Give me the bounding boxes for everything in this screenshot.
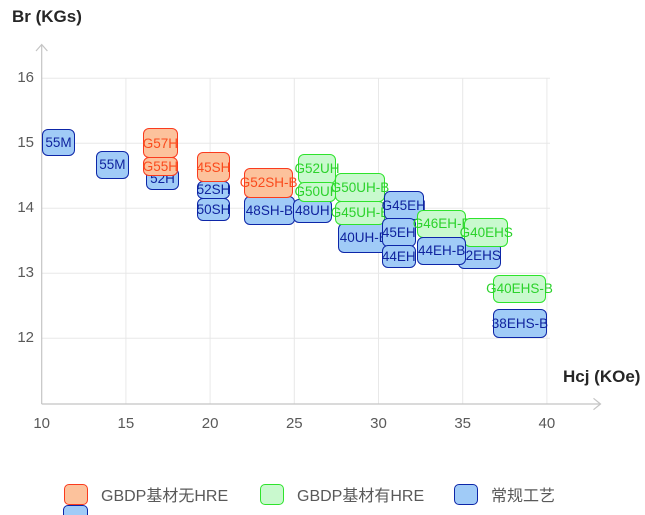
x-tick-label: 15 <box>117 415 135 432</box>
legend-item-blue[interactable]: 常规工艺 <box>454 482 555 506</box>
grade-box-50sh[interactable]: 50SH <box>197 197 230 222</box>
grade-box-44eh-b[interactable]: 44EH-B <box>417 236 467 265</box>
legend-swatch-partial[interactable] <box>63 505 88 515</box>
grade-box-g45uh-b[interactable]: G45UH-B <box>331 201 389 225</box>
grade-box-g45eh[interactable]: G45EH <box>382 190 426 220</box>
grade-box-g52uh[interactable]: G52UH <box>295 153 340 185</box>
legend-item-green[interactable]: GBDP基材有HRE <box>260 482 424 506</box>
x-axis-arrow-icon <box>593 397 602 411</box>
grade-box-55m[interactable]: 55M <box>95 151 130 180</box>
grade-box-g50uh-b[interactable]: G50UH-B <box>331 173 389 203</box>
x-tick-label: 40 <box>538 415 556 432</box>
grade-box-g52sh-b[interactable]: G52SH-B <box>240 168 298 198</box>
x-axis-title: Hcj (KOe) <box>563 367 641 386</box>
grade-box-48sh-b[interactable]: 48SH-B <box>243 195 296 226</box>
x-tick-label: 25 <box>285 415 303 432</box>
grade-box-g57h[interactable]: G57H <box>142 128 179 159</box>
grade-box-40uh-b[interactable]: 40UH-B <box>338 222 390 254</box>
y-tick-label: 13 <box>17 264 34 282</box>
grade-box-45eh[interactable]: 45EH <box>382 218 416 247</box>
grade-box-45sh[interactable]: 45SH <box>197 152 230 183</box>
grade-box-g40ehs-b[interactable]: G40EHS-B <box>486 275 553 304</box>
x-tick-label: 35 <box>454 415 472 432</box>
x-tick-label: 30 <box>370 415 387 432</box>
y-tick-label: 14 <box>17 199 34 217</box>
legend-label: GBDP基材有HRE <box>297 488 425 505</box>
x-tick-label: 10 <box>33 415 51 432</box>
y-axis-arrow-icon <box>35 43 48 52</box>
grade-box-44eh[interactable]: 44EH <box>382 244 416 269</box>
y-tick-label: 16 <box>17 69 34 87</box>
y-axis-title: Br (KGs) <box>12 7 82 26</box>
legend-swatch-green <box>260 483 284 505</box>
y-tick-label: 15 <box>17 134 34 152</box>
grade-box-g55h[interactable]: G55H <box>142 156 179 176</box>
legend-label: 常规工艺 <box>491 488 556 505</box>
grade-box-48uh[interactable]: 48UH <box>292 199 333 224</box>
x-tick-label: 20 <box>201 415 219 432</box>
grade-box-52sh[interactable]: 52SH <box>196 181 231 200</box>
grade-box-38ehs-b[interactable]: 38EHS-B <box>492 309 548 339</box>
legend-item-orange[interactable]: GBDP基材无HRE <box>64 482 228 506</box>
y-tick-label: 12 <box>17 329 34 347</box>
legend-swatch-blue <box>454 483 478 505</box>
grade-box-g46eh-b[interactable]: G46EH-B <box>413 209 471 239</box>
grade-box-55m[interactable]: 55M <box>41 129 76 157</box>
legend-swatch-orange <box>64 483 88 505</box>
legend-label: GBDP基材无HRE <box>101 488 229 505</box>
grade-box-g40ehs[interactable]: G40EHS <box>460 218 513 247</box>
grade-box-g50uh[interactable]: G50UH <box>295 182 340 202</box>
